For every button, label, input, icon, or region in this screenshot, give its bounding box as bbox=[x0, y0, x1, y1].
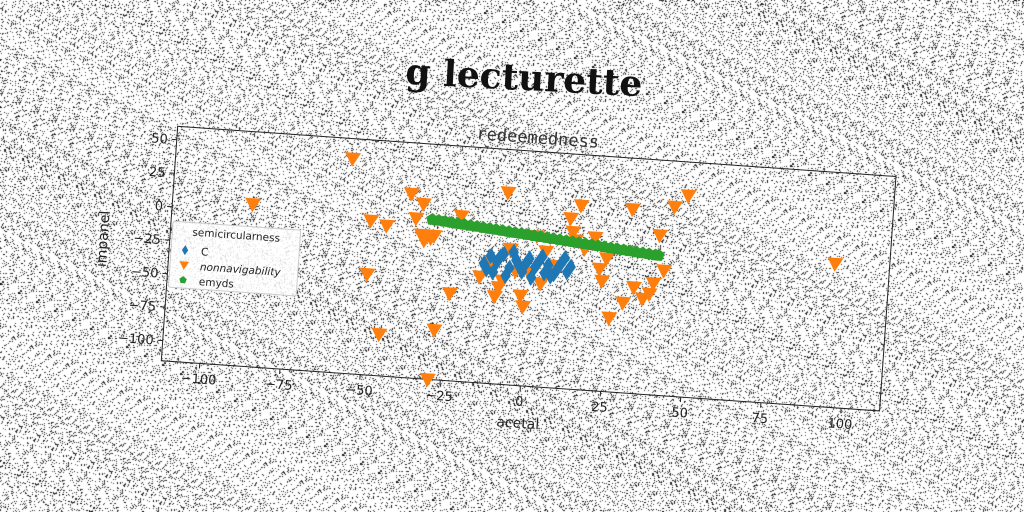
x-tick-label: −100 bbox=[180, 371, 217, 388]
data-point bbox=[419, 372, 436, 388]
data-point bbox=[495, 248, 506, 265]
data-point bbox=[453, 209, 470, 225]
y-tick-label: −25 bbox=[133, 231, 161, 248]
data-point bbox=[442, 286, 459, 302]
legend-entry: emyds bbox=[198, 276, 234, 290]
plot-group: redeemedness −100 −75 −50 −25 0 25 50 75 100 502… bbox=[94, 124, 897, 433]
data-point bbox=[827, 257, 844, 272]
series-emyds bbox=[426, 213, 665, 261]
data-marks bbox=[245, 152, 844, 388]
data-point bbox=[615, 296, 632, 311]
legend-entry: C bbox=[201, 246, 209, 258]
x-tick-label: 75 bbox=[751, 411, 769, 427]
chart-title: g lecturette bbox=[405, 51, 644, 105]
data-point bbox=[408, 211, 425, 227]
legend-swatch bbox=[179, 276, 187, 284]
data-point bbox=[416, 197, 432, 213]
data-point bbox=[599, 252, 616, 267]
data-point bbox=[680, 189, 697, 204]
legend-entry: nonnavigability bbox=[200, 261, 282, 279]
data-point bbox=[403, 187, 420, 202]
legend-box bbox=[168, 220, 302, 297]
data-point bbox=[625, 202, 642, 218]
data-point bbox=[245, 197, 262, 213]
data-point bbox=[525, 269, 537, 286]
data-point bbox=[652, 228, 669, 244]
legend-swatch bbox=[181, 245, 189, 256]
data-point bbox=[379, 219, 396, 234]
y-axis: 50 25 0 −25 −50 −75 −100 bbox=[118, 131, 177, 348]
data-point bbox=[500, 185, 517, 201]
data-point bbox=[485, 247, 497, 265]
data-point bbox=[601, 311, 618, 326]
data-point bbox=[652, 248, 665, 261]
x-tick-label: 100 bbox=[827, 416, 853, 433]
x-axis-label: acetal bbox=[496, 414, 540, 433]
data-point bbox=[545, 267, 556, 285]
data-point bbox=[587, 231, 604, 246]
data-point bbox=[515, 300, 532, 315]
data-point bbox=[345, 152, 362, 167]
data-point bbox=[594, 274, 611, 290]
legend-swatch bbox=[179, 261, 190, 270]
x-axis: −100 −75 −50 −25 0 25 50 75 100 bbox=[180, 363, 853, 433]
data-point bbox=[500, 267, 511, 285]
data-point bbox=[359, 267, 376, 283]
series-C bbox=[478, 243, 576, 286]
data-point bbox=[565, 258, 576, 276]
data-point bbox=[508, 243, 519, 261]
x-tick-label: −75 bbox=[265, 377, 293, 394]
y-axis-label: impanel bbox=[94, 210, 114, 267]
data-point bbox=[511, 251, 522, 269]
data-point bbox=[656, 264, 673, 279]
data-point bbox=[645, 276, 662, 292]
data-point bbox=[591, 262, 608, 277]
data-point bbox=[539, 264, 550, 282]
y-tick-label: −100 bbox=[118, 331, 155, 348]
data-point bbox=[565, 225, 582, 241]
data-point bbox=[426, 323, 443, 338]
data-point bbox=[573, 199, 590, 214]
data-point bbox=[426, 229, 443, 244]
y-tick-label: −50 bbox=[130, 265, 158, 282]
data-point bbox=[478, 255, 490, 272]
y-tick-label: 25 bbox=[148, 165, 166, 181]
series-nonnavigability bbox=[245, 152, 844, 388]
y-tick-label: 0 bbox=[154, 199, 163, 215]
x-tick-label: −50 bbox=[345, 383, 373, 400]
data-point bbox=[363, 214, 380, 229]
data-point bbox=[486, 289, 503, 305]
data-point bbox=[487, 263, 499, 281]
data-point bbox=[490, 280, 507, 296]
data-point bbox=[667, 200, 684, 215]
y-tick-label: 50 bbox=[151, 131, 169, 147]
data-point bbox=[481, 260, 492, 278]
data-point bbox=[626, 280, 643, 296]
data-point bbox=[371, 327, 388, 343]
data-point bbox=[533, 253, 544, 271]
data-point bbox=[559, 249, 571, 267]
y-tick-label: −75 bbox=[128, 298, 156, 315]
data-point bbox=[520, 255, 531, 273]
data-point bbox=[532, 277, 549, 292]
x-tick-label: 0 bbox=[515, 395, 524, 411]
data-point bbox=[512, 289, 529, 304]
data-point bbox=[538, 245, 555, 260]
data-point bbox=[563, 211, 580, 227]
x-tick-label: 50 bbox=[671, 405, 689, 421]
data-point bbox=[552, 260, 563, 278]
data-point bbox=[641, 287, 658, 302]
x-tick-label: 25 bbox=[591, 400, 609, 416]
x-tick-label: −25 bbox=[425, 388, 453, 405]
